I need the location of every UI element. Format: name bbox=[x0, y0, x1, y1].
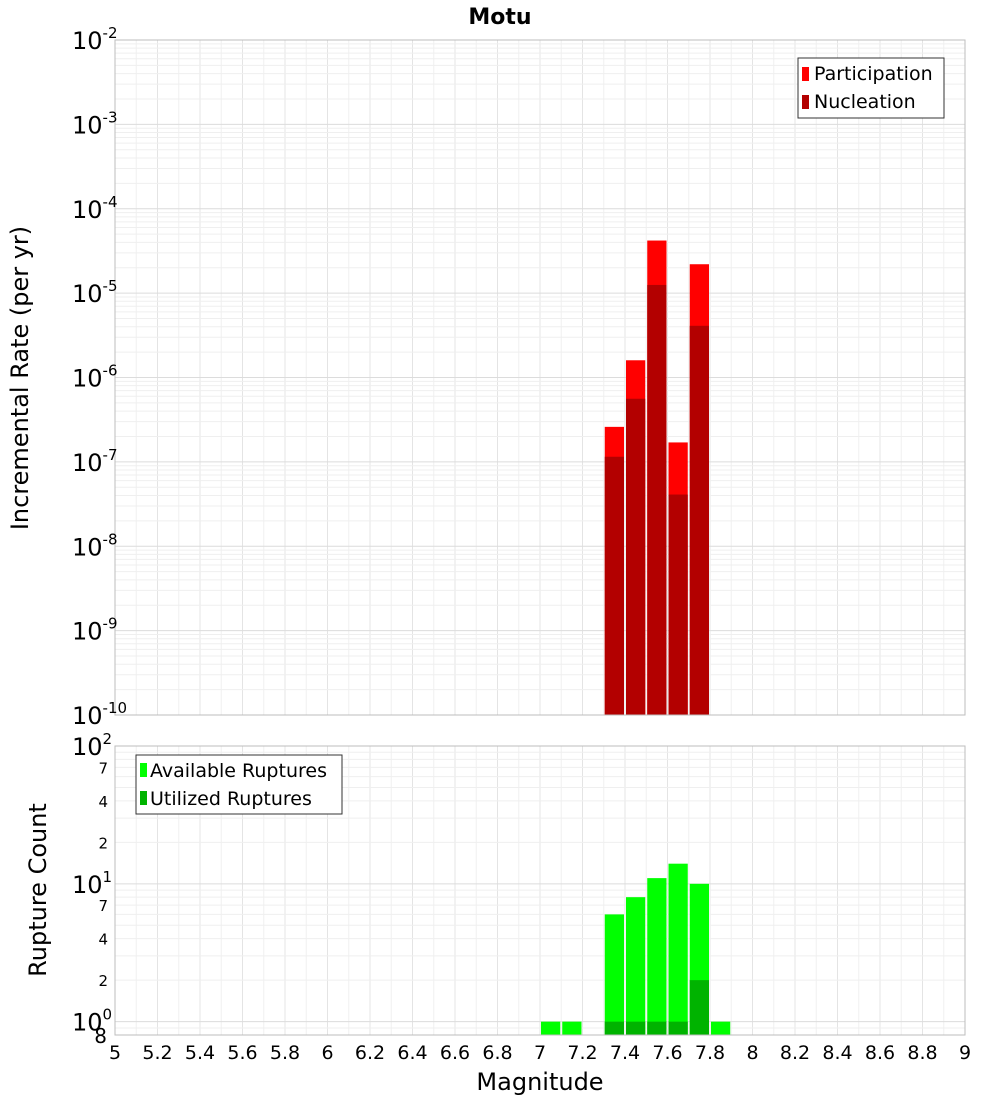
bottom-legend: Available Ruptures Utilized Ruptures bbox=[135, 754, 343, 815]
top-y-tick-label: 10-9 bbox=[72, 615, 118, 646]
top-bars bbox=[604, 240, 709, 716]
bottom-y-tick-label: 101 bbox=[72, 868, 112, 899]
top-plot: 10-10 10-9 10-8 10-7 10-6 10-5 10-4 10-3 10-2 In… bbox=[6, 24, 966, 730]
bar-utilized-ruptures bbox=[626, 1021, 646, 1035]
x-tick-label: 6.4 bbox=[397, 1042, 427, 1064]
bottom-plot-border bbox=[114, 745, 966, 1036]
top-y-tick-label: 10-2 bbox=[72, 24, 118, 55]
x-axis-title: Magnitude bbox=[476, 1068, 603, 1096]
bar-available-ruptures bbox=[711, 1021, 731, 1035]
x-tick-label: 7.6 bbox=[652, 1042, 682, 1064]
x-tick-label: 6.6 bbox=[440, 1042, 470, 1064]
top-y-tick-label: 10-6 bbox=[72, 362, 118, 393]
top-y-tick-label: 10-10 bbox=[72, 699, 127, 730]
x-tick-label: 8.2 bbox=[780, 1042, 810, 1064]
bar-nucleation bbox=[626, 398, 646, 715]
x-tick-label: 7 bbox=[534, 1042, 546, 1064]
bar-nucleation bbox=[604, 456, 624, 715]
bar-available-ruptures bbox=[668, 863, 688, 1035]
bottom-y-minor-label: 4 bbox=[98, 793, 108, 811]
x-tick-label: 8 bbox=[746, 1042, 758, 1064]
x-tick-label: 5.8 bbox=[270, 1042, 300, 1064]
x-tick-label: 7.2 bbox=[567, 1042, 597, 1064]
legend-swatch-utilized bbox=[140, 791, 147, 805]
x-tick-label: 6 bbox=[321, 1042, 333, 1064]
bar-available-ruptures bbox=[562, 1021, 582, 1035]
bottom-y-tick-label: 100 bbox=[72, 1006, 112, 1037]
x-tick-label: 8.8 bbox=[907, 1042, 937, 1064]
chart-title: Motu bbox=[468, 5, 531, 30]
top-grid bbox=[114, 40, 966, 716]
x-tick-label: 5.4 bbox=[185, 1042, 215, 1064]
bottom-plot: 100 101 102 8 2 4 7 2 4 7 Rupture Count Available… bbox=[24, 730, 966, 1048]
top-plot-border bbox=[114, 39, 966, 716]
x-tick-label: 8.6 bbox=[865, 1042, 895, 1064]
legend-label-participation: Participation bbox=[814, 63, 933, 85]
top-y-tick-label: 10-3 bbox=[72, 108, 118, 139]
bottom-y-minor-label: 7 bbox=[98, 759, 108, 777]
legend-label-utilized: Utilized Ruptures bbox=[150, 788, 312, 810]
bar-utilized-ruptures bbox=[668, 1021, 688, 1035]
bottom-legend-box bbox=[135, 754, 343, 815]
bar-utilized-ruptures bbox=[689, 980, 709, 1035]
legend-swatch-nucleation bbox=[802, 95, 809, 109]
bar-nucleation bbox=[647, 284, 667, 715]
x-tick-label: 5.6 bbox=[227, 1042, 257, 1064]
top-y-tick-label: 10-8 bbox=[72, 530, 118, 561]
bottom-bars bbox=[541, 863, 731, 1035]
top-y-axis-title: Incremental Rate (per yr) bbox=[6, 226, 34, 530]
bar-available-ruptures bbox=[541, 1021, 561, 1035]
x-tick-label: 5 bbox=[109, 1042, 121, 1064]
legend-swatch-participation bbox=[802, 67, 809, 81]
bottom-y-minor-label: 2 bbox=[98, 972, 108, 990]
x-tick-labels: 5 5.2 5.4 5.6 5.8 6 6.2 6.4 6.6 6.8 7 7.2 7.4 7.6 7.8 8… bbox=[109, 1042, 971, 1064]
bar-nucleation bbox=[689, 325, 709, 715]
legend-label-available: Available Ruptures bbox=[150, 760, 327, 782]
bottom-y-tick-labels: 100 101 102 8 2 4 7 2 4 7 bbox=[72, 730, 112, 1048]
bar-utilized-ruptures bbox=[604, 1021, 624, 1035]
legend-swatch-available bbox=[140, 763, 147, 777]
x-tick-label: 8.4 bbox=[822, 1042, 852, 1064]
x-tick-label: 9 bbox=[959, 1042, 971, 1064]
bottom-y-minor-label: 8 bbox=[94, 1024, 107, 1048]
bottom-y-axis-title: Rupture Count bbox=[24, 803, 52, 977]
top-y-tick-label: 10-5 bbox=[72, 277, 118, 308]
legend-label-nucleation: Nucleation bbox=[814, 91, 916, 113]
x-tick-label: 6.8 bbox=[482, 1042, 512, 1064]
bottom-y-minor-label: 7 bbox=[98, 897, 108, 915]
bar-available-ruptures bbox=[604, 914, 624, 1035]
top-y-tick-label: 10-4 bbox=[72, 193, 118, 224]
bottom-y-minor-label: 2 bbox=[98, 834, 108, 852]
top-y-tick-label: 10-7 bbox=[72, 446, 118, 477]
bottom-y-minor-label: 4 bbox=[98, 931, 108, 949]
x-tick-label: 7.4 bbox=[610, 1042, 640, 1064]
x-tick-label: 6.2 bbox=[355, 1042, 385, 1064]
top-y-tick-labels: 10-10 10-9 10-8 10-7 10-6 10-5 10-4 10-3 10-2 bbox=[72, 24, 127, 730]
x-tick-label: 7.8 bbox=[695, 1042, 725, 1064]
top-legend-box bbox=[797, 57, 945, 119]
bottom-grid bbox=[114, 746, 966, 1036]
bar-nucleation bbox=[668, 494, 688, 715]
bottom-y-tick-label: 102 bbox=[72, 730, 112, 761]
bar-utilized-ruptures bbox=[647, 1021, 667, 1035]
bar-available-ruptures bbox=[647, 878, 667, 1035]
bar-available-ruptures bbox=[626, 897, 646, 1035]
top-legend: Participation Nucleation bbox=[797, 57, 945, 119]
x-tick-label: 5.2 bbox=[142, 1042, 172, 1064]
